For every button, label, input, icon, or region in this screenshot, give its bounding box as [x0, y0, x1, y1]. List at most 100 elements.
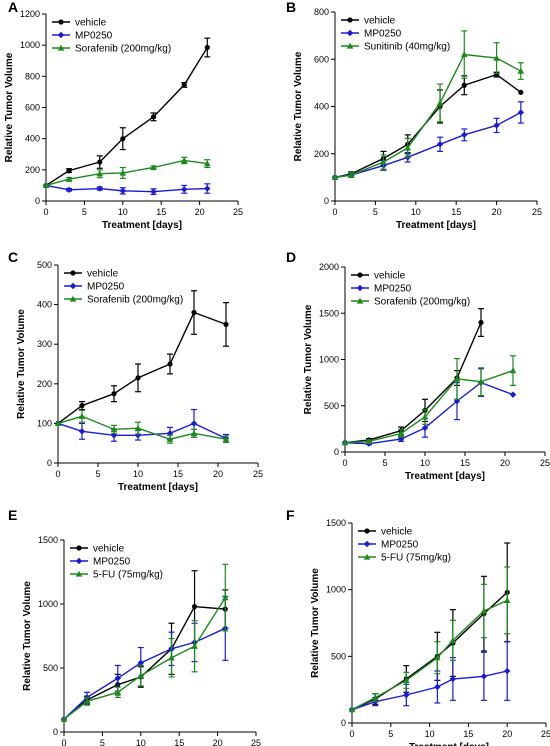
y-axis-label: Relative Tumor Volume [4, 52, 15, 162]
data-point [421, 424, 429, 432]
x-tick-label: 25 [532, 207, 542, 217]
legend-marker [69, 282, 77, 290]
x-tick-label: 5 [100, 738, 105, 746]
legend-marker [347, 17, 353, 23]
legend-label: MP0250 [374, 284, 412, 295]
data-point [493, 54, 500, 61]
data-point [453, 375, 461, 382]
data-point [517, 109, 525, 116]
data-point [110, 426, 118, 432]
data-point [150, 188, 157, 195]
data-point [436, 99, 444, 106]
y-tick-label: 1500 [319, 308, 339, 318]
data-point [60, 715, 68, 722]
x-tick-label: 0 [43, 207, 48, 217]
x-tick-label: 20 [502, 729, 512, 739]
x-tick-label: 15 [174, 738, 184, 746]
x-tick-label: 20 [500, 458, 510, 468]
series-mp0250 [54, 408, 230, 444]
x-tick-label: 0 [332, 207, 337, 217]
data-point [168, 654, 175, 661]
series-vehicle [349, 542, 511, 713]
x-tick-label: 0 [55, 469, 60, 479]
legend-label: vehicle [75, 18, 107, 29]
legend-label: Sorafenib (200mg/kg) [75, 44, 171, 55]
panel-letter: E [8, 507, 17, 523]
data-point [434, 654, 441, 661]
data-point [449, 675, 457, 683]
data-point [54, 420, 62, 427]
legend-label: MP0250 [93, 557, 131, 568]
x-tick-label: 20 [213, 738, 223, 746]
y-tick-label: 300 [37, 339, 52, 349]
data-point [480, 607, 488, 614]
series-sorafenib-200mg-kg [54, 409, 230, 444]
panel-letter: B [286, 0, 296, 15]
data-point [65, 175, 73, 182]
data-point [180, 157, 188, 164]
y-tick-label: 0 [341, 718, 346, 728]
x-tick-label: 25 [253, 469, 263, 479]
y-tick-label: 0 [53, 727, 58, 737]
series-vehicle [43, 37, 211, 189]
x-tick-label: 15 [156, 207, 166, 217]
y-axis-label: Relative Tumor Volume [16, 309, 27, 419]
legend-marker [356, 284, 364, 292]
legend-label: 5-FU (75mg/kg) [93, 570, 163, 581]
x-tick-label: 15 [460, 458, 470, 468]
series-line [45, 47, 208, 187]
data-point [460, 51, 468, 58]
series-line [334, 53, 522, 179]
data-point [403, 677, 410, 683]
panel-letter: F [286, 507, 295, 523]
data-point [348, 706, 356, 713]
data-point [78, 412, 86, 419]
data-point [191, 309, 197, 316]
y-tick-label: 0 [324, 196, 329, 206]
data-point [518, 89, 524, 95]
data-point [397, 430, 405, 437]
y-tick-label: 400 [37, 300, 52, 310]
data-point [480, 673, 488, 680]
y-tick-label: 1000 [38, 599, 58, 609]
series-line [344, 322, 482, 444]
legend-marker [57, 44, 65, 51]
legend-marker [58, 19, 64, 25]
data-point [371, 694, 379, 701]
data-point [503, 597, 511, 603]
panel-b: B 0 5 10 15 20 25 0 200 400 600 800 Treatment [days]… [286, 0, 542, 231]
data-point [191, 603, 198, 610]
legend-marker [363, 540, 371, 548]
legend-label: vehicle [374, 271, 406, 282]
legend-label: MP0250 [364, 29, 402, 40]
x-axis-label: Treatment [days] [396, 220, 476, 231]
x-tick-label: 20 [492, 207, 502, 217]
x-tick-label: 0 [342, 458, 347, 468]
legend-marker [356, 297, 364, 304]
data-point [181, 82, 187, 88]
y-tick-label: 400 [314, 102, 329, 112]
y-axis-label: Relative Tumor Volume [293, 51, 304, 161]
data-point [119, 169, 127, 176]
x-tick-label: 10 [425, 729, 435, 739]
y-tick-label: 100 [37, 418, 52, 428]
data-point [97, 159, 103, 165]
x-axis-label: Treatment [days] [405, 471, 485, 482]
x-axis-label: Treatment [days] [118, 482, 198, 493]
data-point [96, 170, 104, 177]
legend-label: vehicle [364, 16, 396, 27]
data-point [79, 402, 85, 409]
panel-d: D 0 5 10 15 20 25 0 500 1000 1500 2000 Treatment [da… [286, 249, 550, 482]
panel-letter: C [8, 249, 18, 265]
series-5-fu-75mg-kg [60, 563, 229, 722]
x-tick-label: 5 [373, 207, 378, 217]
data-point [434, 683, 441, 691]
legend-marker [357, 272, 363, 278]
data-point [190, 420, 198, 427]
x-axis-label: Treatment [days] [102, 220, 182, 231]
x-tick-label: 5 [388, 729, 393, 739]
data-point [478, 319, 484, 326]
panel-a: A 0 5 10 15 20 25 0 200 400 600 800 1000 1200 Treatmen… [4, 0, 243, 231]
data-point [181, 186, 188, 193]
